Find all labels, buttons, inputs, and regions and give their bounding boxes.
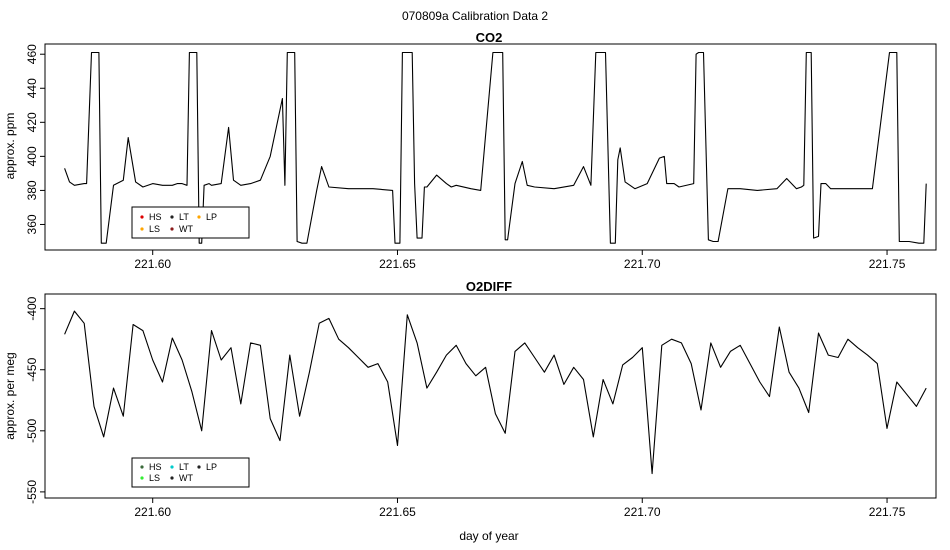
o2diff-data <box>64 310 927 475</box>
o2diff-title: O2DIFF <box>466 279 512 294</box>
co2-legend-label-lp: LP <box>206 212 217 222</box>
o2diff-legend-label-lp: LP <box>206 462 217 472</box>
o2diff-series-line <box>64 310 927 475</box>
co2-x-tick-label: 221.75 <box>869 257 906 271</box>
o2diff-legend-box <box>131 457 250 488</box>
co2-title: CO2 <box>476 30 503 45</box>
o2diff-x-tick-label: 221.75 <box>869 505 906 519</box>
o2diff-legend-label-lt: LT <box>179 462 189 472</box>
co2-legend: HS LT LP LS WT <box>131 206 250 239</box>
co2-x-tick-label: 221.70 <box>624 257 661 271</box>
o2diff-y-tick-label: -450 <box>25 357 39 381</box>
co2-x-tick-label: 221.60 <box>134 257 171 271</box>
o2diff-axis-ticks: 221.60 221.65 221.70 221.75 -550 -500 -450 -400 <box>25 296 906 519</box>
o2diff-x-tick-label: 221.65 <box>379 505 416 519</box>
co2-panel: CO2 approx. ppm 221.60 221.65 221.70 221.75… <box>3 30 937 271</box>
x-axis-label: day of year <box>459 529 518 543</box>
o2diff-y-tick-label: -400 <box>25 296 39 320</box>
o2diff-legend-marker-hs <box>140 465 144 469</box>
co2-y-tick-label: 360 <box>25 214 39 234</box>
co2-x-tick-label: 221.65 <box>379 257 416 271</box>
o2diff-legend-marker-lp <box>197 465 201 469</box>
o2diff-legend-label-hs: HS <box>149 462 162 472</box>
co2-legend-label-ls: LS <box>149 224 160 234</box>
o2diff-legend-marker-wt <box>170 476 174 480</box>
co2-legend-marker-wt <box>170 227 174 231</box>
co2-legend-label-lt: LT <box>179 212 189 222</box>
co2-series-line <box>64 51 927 244</box>
co2-legend-label-wt: WT <box>179 224 193 234</box>
co2-data <box>64 51 927 244</box>
co2-y-tick-label: 400 <box>25 146 39 166</box>
o2diff-legend-marker-ls <box>140 476 144 480</box>
figure-title: 070809a Calibration Data 2 <box>402 9 548 23</box>
co2-legend-box <box>131 206 250 239</box>
o2diff-panel: O2DIFF approx. per meg 221.60 221.65 221.7… <box>3 279 937 519</box>
co2-y-tick-label: 420 <box>25 112 39 132</box>
o2diff-x-tick-label: 221.60 <box>134 505 171 519</box>
co2-y-axis-label: approx. ppm <box>3 113 17 180</box>
o2diff-legend-marker-lt <box>170 465 174 469</box>
co2-legend-marker-hs <box>140 215 144 219</box>
o2diff-x-tick-label: 221.70 <box>624 505 661 519</box>
co2-plot-frame <box>44 43 937 251</box>
o2diff-legend: HS LT LP LS WT <box>131 457 250 488</box>
o2diff-legend-label-ls: LS <box>149 473 160 483</box>
co2-legend-marker-ls <box>140 227 144 231</box>
co2-legend-label-hs: HS <box>149 212 162 222</box>
o2diff-plot-frame <box>44 293 937 499</box>
co2-axis-ticks: 221.60 221.65 221.70 221.75 360 380 400 420 440 4… <box>25 44 906 271</box>
co2-y-tick-label: 460 <box>25 44 39 64</box>
co2-y-tick-label: 440 <box>25 78 39 98</box>
co2-y-tick-label: 380 <box>25 180 39 200</box>
co2-legend-marker-lp <box>197 215 201 219</box>
co2-legend-marker-lt <box>170 215 174 219</box>
o2diff-y-tick-label: -550 <box>25 480 39 504</box>
o2diff-legend-label-wt: WT <box>179 473 193 483</box>
o2diff-y-tick-label: -500 <box>25 418 39 442</box>
o2diff-y-axis-label: approx. per meg <box>3 352 17 439</box>
